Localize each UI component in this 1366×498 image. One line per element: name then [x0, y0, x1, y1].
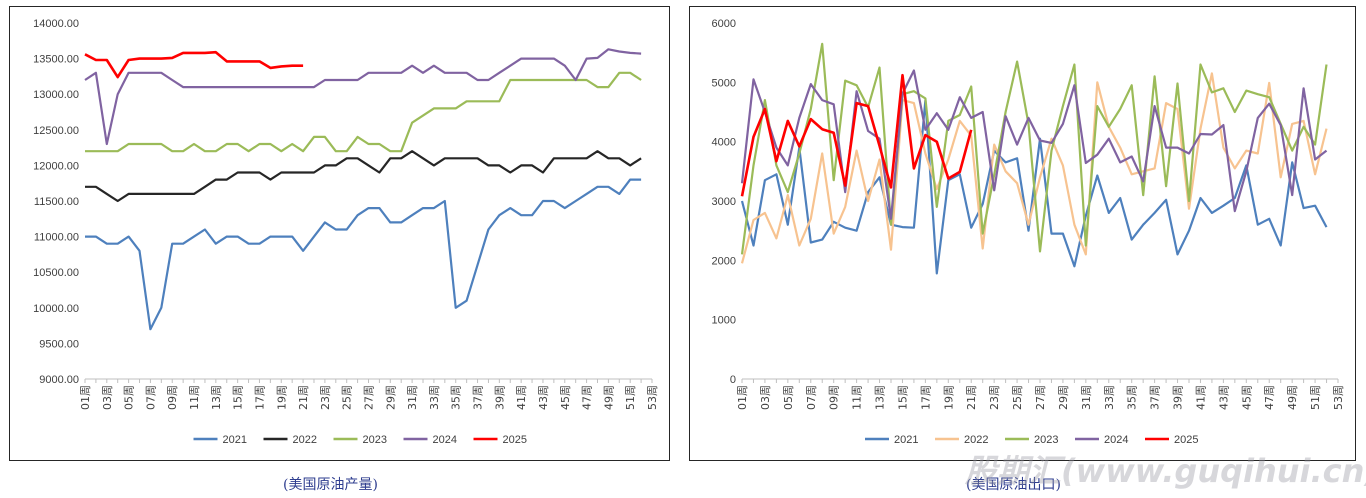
chart-caption-exports: (美国原油出口) [966, 477, 1061, 493]
exports-x-tick-label: 13周 [874, 385, 887, 410]
exports-y-tick-label: 6000 [712, 18, 736, 30]
exports-x-tick-label: 01周 [736, 385, 749, 410]
production-series-line-2023 [85, 71, 642, 153]
exports-x-tick-label: 15周 [896, 385, 909, 410]
exports-x-tick-label: 45周 [1240, 385, 1253, 410]
exports-x-tick-label: 19周 [942, 385, 955, 410]
exports-legend-label-2024: 2024 [1104, 434, 1128, 446]
exports-legend-label-2021: 2021 [894, 434, 918, 446]
exports-legend-label-2023: 2023 [1034, 434, 1058, 446]
production-x-tick-label: 09周 [166, 385, 179, 410]
exports-series-line-2022 [740, 72, 1328, 264]
production-x-tick-label: 27周 [363, 385, 376, 410]
exports-chart-svg: 0 1000 2000 3000 4000 5000 6000 01周 03周 05周 07周 09周… [712, 18, 1345, 446]
production-x-tick-label: 49周 [602, 385, 615, 410]
production-x-tick-label: 01周 [79, 385, 92, 410]
chart-panel-production: 9000.00 9500.00 10000.00 10500.00 11000.00 11… [9, 6, 670, 461]
production-series-line-2024 [84, 48, 642, 146]
production-x-tick-label: 15周 [232, 385, 245, 410]
exports-x-tick-label: 11周 [851, 385, 864, 410]
production-legend-label-2021: 2021 [223, 434, 247, 446]
chart-panel-exports: 0 1000 2000 3000 4000 5000 6000 01周 03周 05周 07周 09周… [689, 6, 1356, 461]
exports-x-tick-label: 49周 [1286, 385, 1299, 410]
production-y-tick-label: 11500.00 [34, 196, 79, 208]
production-x-tick-label: 45周 [559, 385, 572, 410]
exports-x-tick-label: 29周 [1057, 385, 1070, 410]
exports-x-tick-label: 39周 [1172, 385, 1185, 410]
exports-x-tick-label: 05周 [782, 385, 795, 410]
production-y-tick-label: 12500.00 [33, 125, 79, 137]
exports-x-tick-label: 27周 [1034, 385, 1047, 410]
exports-y-tick-label: 0 [730, 374, 736, 386]
production-x-tick-label: 31周 [406, 385, 419, 410]
production-x-tick-label: 29周 [384, 385, 397, 410]
production-legend-label-2022: 2022 [293, 434, 317, 446]
exports-series-line-2023 [740, 42, 1328, 255]
exports-y-tick-label: 4000 [712, 137, 736, 149]
exports-legend-label-2025: 2025 [1174, 434, 1198, 446]
production-y-tick-label: 12000.00 [33, 160, 79, 172]
production-x-tick-label: 19周 [275, 385, 288, 410]
production-x-tick-label: 43周 [537, 385, 550, 410]
exports-series-line-2024 [740, 69, 1328, 220]
exports-x-tick-label: 53周 [1332, 385, 1345, 410]
production-series-line-2025 [84, 50, 304, 79]
site-watermark: 股期汇(www.guqihui.cn) [965, 452, 1366, 490]
production-legend-label-2023: 2023 [363, 434, 387, 446]
exports-x-tick-label: 33周 [1103, 385, 1116, 410]
exports-x-tick-label: 23周 [988, 385, 1001, 410]
exports-x-tick-label: 09周 [828, 385, 841, 410]
exports-y-tick-label: 3000 [712, 196, 736, 208]
production-chart-svg: 9000.00 9500.00 10000.00 10500.00 11000.00 11… [33, 18, 659, 446]
production-x-tick-label: 21周 [297, 385, 310, 410]
production-y-tick-label: 9000.00 [39, 374, 79, 386]
exports-legend-label-2022: 2022 [964, 434, 988, 446]
production-x-tick-label: 23周 [319, 385, 332, 410]
exports-x-tick-label: 41周 [1194, 385, 1207, 410]
exports-x-tick-label: 07周 [805, 385, 818, 410]
production-x-tick-label: 17周 [253, 385, 266, 410]
production-x-tick-label: 33周 [428, 385, 441, 410]
exports-y-tick-label: 5000 [712, 77, 736, 89]
production-x-tick-label: 35周 [450, 385, 463, 410]
production-x-tick-label: 25周 [341, 385, 354, 410]
exports-x-tick-label: 17周 [919, 385, 932, 410]
production-x-tick-label: 11周 [188, 385, 201, 410]
production-legend-label-2025: 2025 [503, 434, 527, 446]
exports-series-line-2025 [740, 73, 973, 197]
production-x-tick-label: 39周 [493, 385, 506, 410]
production-x-tick-label: 03周 [101, 385, 114, 410]
production-y-tick-label: 11000.00 [34, 232, 79, 244]
production-x-tick-label: 47周 [581, 385, 594, 410]
production-y-tick-label: 13000.00 [33, 89, 79, 101]
production-x-tick-label: 53周 [646, 385, 659, 410]
production-series-line-2021 [85, 178, 642, 331]
production-y-tick-label: 10000.00 [33, 303, 79, 315]
exports-x-tick-label: 47周 [1263, 385, 1276, 410]
exports-y-tick-label: 1000 [712, 315, 736, 327]
exports-x-tick-label: 51周 [1309, 385, 1322, 410]
production-x-tick-label: 05周 [123, 385, 136, 410]
production-y-tick-label: 9500.00 [39, 338, 79, 350]
production-x-tick-label: 13周 [210, 385, 223, 410]
production-legend-label-2024: 2024 [433, 434, 457, 446]
chart-caption-production: (美国原油产量) [283, 477, 378, 493]
exports-y-tick-label: 2000 [712, 255, 736, 267]
production-x-tick-label: 51周 [624, 385, 637, 410]
production-y-tick-label: 10500.00 [33, 267, 79, 279]
production-x-tick-label: 41周 [515, 385, 528, 410]
exports-x-tick-label: 03周 [759, 385, 772, 410]
exports-x-tick-label: 25周 [1011, 385, 1024, 410]
production-y-tick-label: 13500.00 [33, 54, 79, 66]
exports-x-tick-label: 43周 [1217, 385, 1230, 410]
production-y-tick-label: 14000.00 [33, 18, 79, 30]
production-series-line-2022 [85, 150, 642, 203]
exports-x-tick-label: 37周 [1149, 385, 1162, 410]
exports-x-tick-label: 35周 [1126, 385, 1139, 410]
exports-x-tick-label: 21周 [965, 385, 978, 410]
exports-x-tick-label: 31周 [1080, 385, 1093, 410]
production-x-tick-label: 07周 [144, 385, 157, 410]
production-x-tick-label: 37周 [472, 385, 485, 410]
